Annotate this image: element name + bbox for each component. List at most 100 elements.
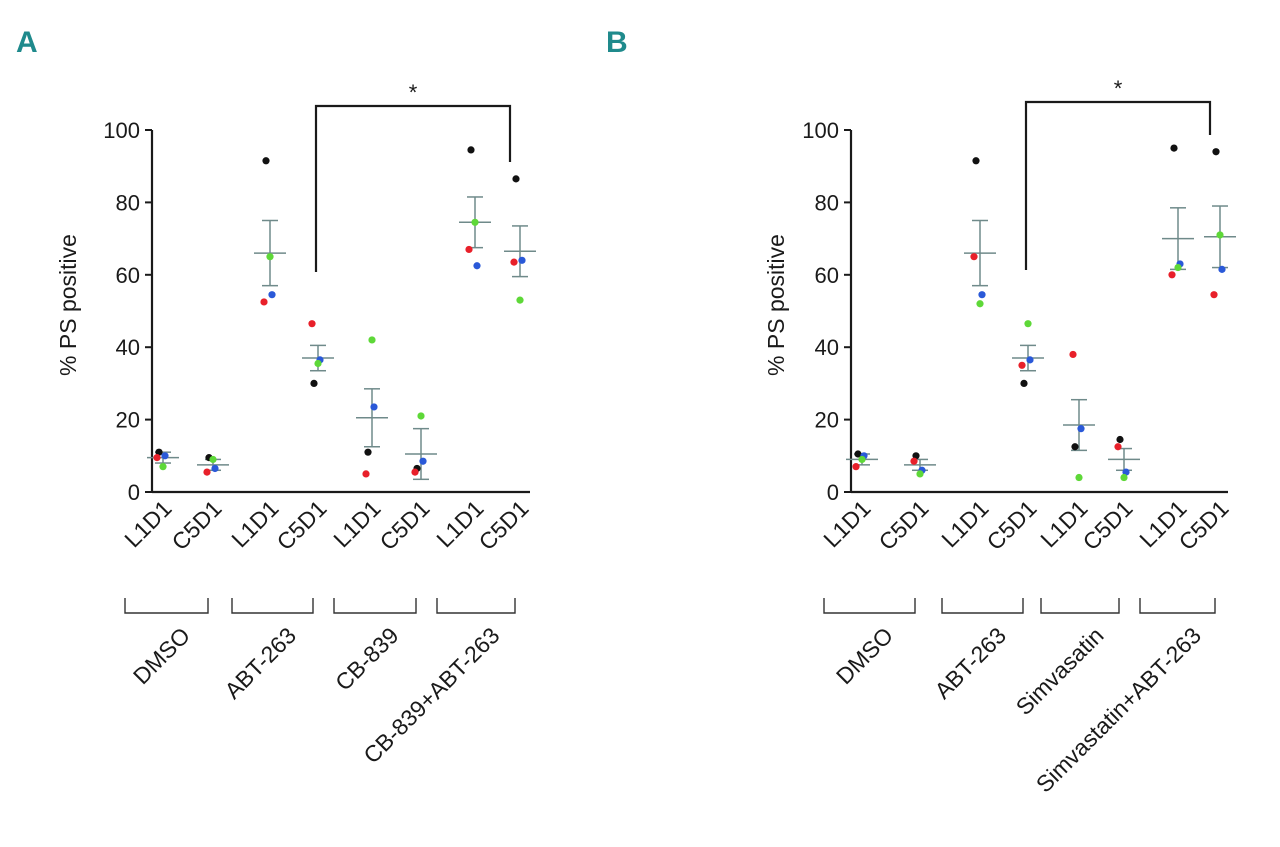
group-label: Simvasatin [1011,622,1109,720]
data-point-blue [518,256,526,264]
data-point-black [1212,148,1220,156]
data-point-black [1170,144,1178,152]
data-point-black [310,379,318,387]
category-label: C5D1 [474,495,534,555]
category-label: C5D1 [982,495,1042,555]
group-bracket [1139,598,1216,614]
data-point-green [471,218,479,226]
data-point-red [308,320,316,328]
y-axis-label: % PS positive [55,234,81,376]
data-point-red [1069,350,1077,359]
data-point-red [203,468,211,476]
data-point-black [1116,435,1124,444]
data-point-black [912,452,920,460]
group-label: DMSO [831,622,898,689]
group-label: ABT-263 [929,622,1011,704]
y-tick-label: 60 [815,263,839,288]
significance-bracket [314,104,512,272]
category-label: L1D1 [328,495,385,552]
data-point-green [1216,231,1224,239]
data-point-green [209,455,217,464]
data-point-black [1071,443,1079,451]
data-point-blue [1218,265,1226,273]
data-point-blue [978,291,986,299]
y-tick-label: 20 [815,408,839,433]
data-point-blue [1026,356,1034,364]
data-point-red [1210,291,1218,299]
data-point-blue [268,291,276,299]
data-point-blue [161,452,169,460]
data-point-blue [211,464,219,473]
y-tick-label: 40 [815,335,839,360]
data-point-blue [419,457,427,465]
category-label: C5D1 [1174,495,1234,555]
data-point-black [467,146,475,154]
data-point-red [411,468,419,476]
y-tick-label: 100 [802,118,839,143]
data-point-red [153,454,161,462]
group-bracket [823,598,916,614]
y-tick-label: 0 [827,480,839,505]
data-point-blue [370,403,378,411]
data-point-blue [1077,425,1085,433]
data-point-green [159,463,167,471]
data-point-black [262,157,270,165]
y-tick-label: 40 [116,335,140,360]
data-point-green [916,470,924,478]
category-label: L1D1 [936,495,993,552]
y-tick-label: 60 [116,263,140,288]
group-bracket [333,598,417,614]
category-label: C5D1 [375,495,435,555]
data-point-red [970,253,978,261]
data-point-red [510,258,518,266]
data-point-black [1020,379,1028,387]
y-tick-label: 20 [116,408,140,433]
data-point-red [852,463,860,471]
group-bracket [436,598,516,614]
category-label: C5D1 [167,495,227,555]
data-point-green [417,412,425,420]
data-point-green [1120,473,1128,482]
data-point-red [910,457,918,465]
group-label: DMSO [128,622,195,689]
category-label: C5D1 [874,495,934,555]
y-axis-label: % PS positive [763,234,789,376]
group-bracket [124,598,209,614]
data-point-green [266,253,274,261]
data-point-green [368,336,376,344]
group-label: ABT-263 [219,622,301,704]
significance-label: * [409,80,418,105]
panel-letter-b: B [606,26,628,59]
significance-label: * [1114,76,1123,101]
data-point-green [1174,263,1182,272]
group-label: Simvastatin+ABT-263 [1031,622,1206,797]
group-bracket [941,598,1024,614]
data-point-black [364,448,372,456]
y-tick-label: 100 [103,118,140,143]
data-point-black [854,450,862,458]
group-bracket [1040,598,1120,614]
panel-letter-a: A [16,26,38,59]
category-label: C5D1 [1078,495,1138,555]
y-tick-label: 80 [116,190,140,215]
data-point-black [512,175,520,183]
category-label: C5D1 [272,495,332,555]
group-label: CB-839 [330,622,404,696]
significance-bracket [1024,100,1212,270]
data-point-green [1075,473,1083,482]
data-point-red [465,245,473,254]
data-point-red [362,470,370,478]
data-point-black [155,448,163,456]
data-point-red [1114,443,1122,451]
data-point-black [972,157,980,165]
data-point-green [976,300,984,308]
data-point-green [858,455,866,464]
data-point-red [260,298,268,306]
category-label: L1D1 [226,495,283,552]
y-tick-label: 0 [128,480,140,505]
data-point-blue [1122,468,1130,476]
data-point-green [516,296,524,304]
